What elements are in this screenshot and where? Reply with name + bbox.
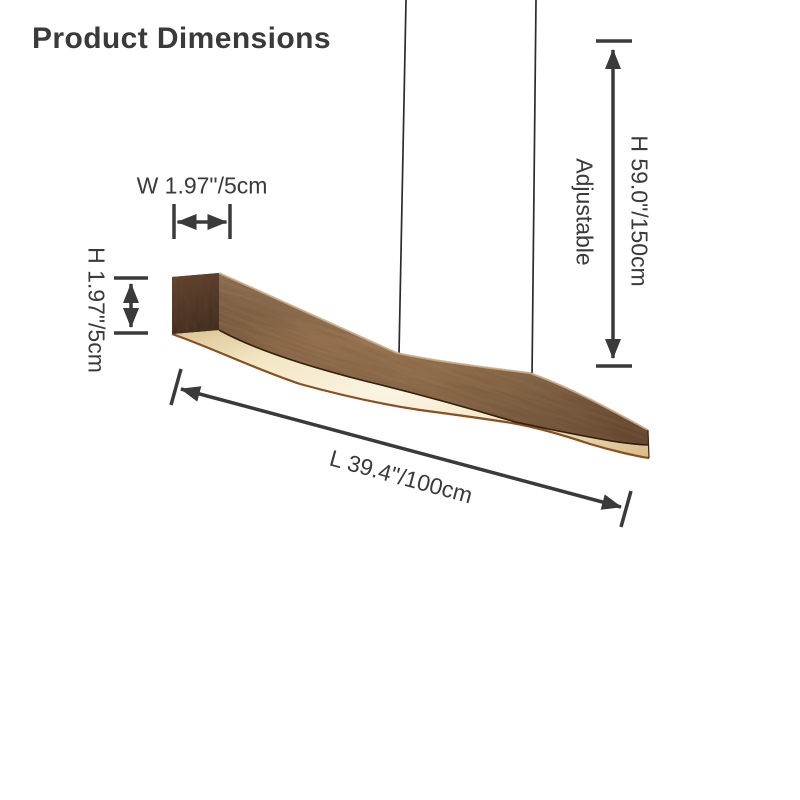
right-end-edge [647,429,650,459]
dimension-annotations [114,39,633,528]
suspension-cables [398,0,537,378]
pendant-light-fixture [171,272,650,460]
suspension-cable-right [531,0,537,378]
width-dimension-label: W 1.97"/5cm [136,172,268,199]
wood-grain-texture [219,273,648,445]
adjustable-label: Adjustable [571,158,598,266]
height-dimension-label: H 1.97"/5cm [83,247,110,373]
page-title: Product Dimensions [32,22,331,55]
suspension-cable-left [398,0,407,355]
length-dimension-arrow [169,368,633,528]
width-dimension-arrow [172,204,232,239]
height-dimension-arrow [114,276,148,335]
suspension-height-dimension-arrow [596,39,632,368]
suspension-height-label: H 59.0"/150cm [626,135,653,287]
wood-end-cap [172,273,219,334]
